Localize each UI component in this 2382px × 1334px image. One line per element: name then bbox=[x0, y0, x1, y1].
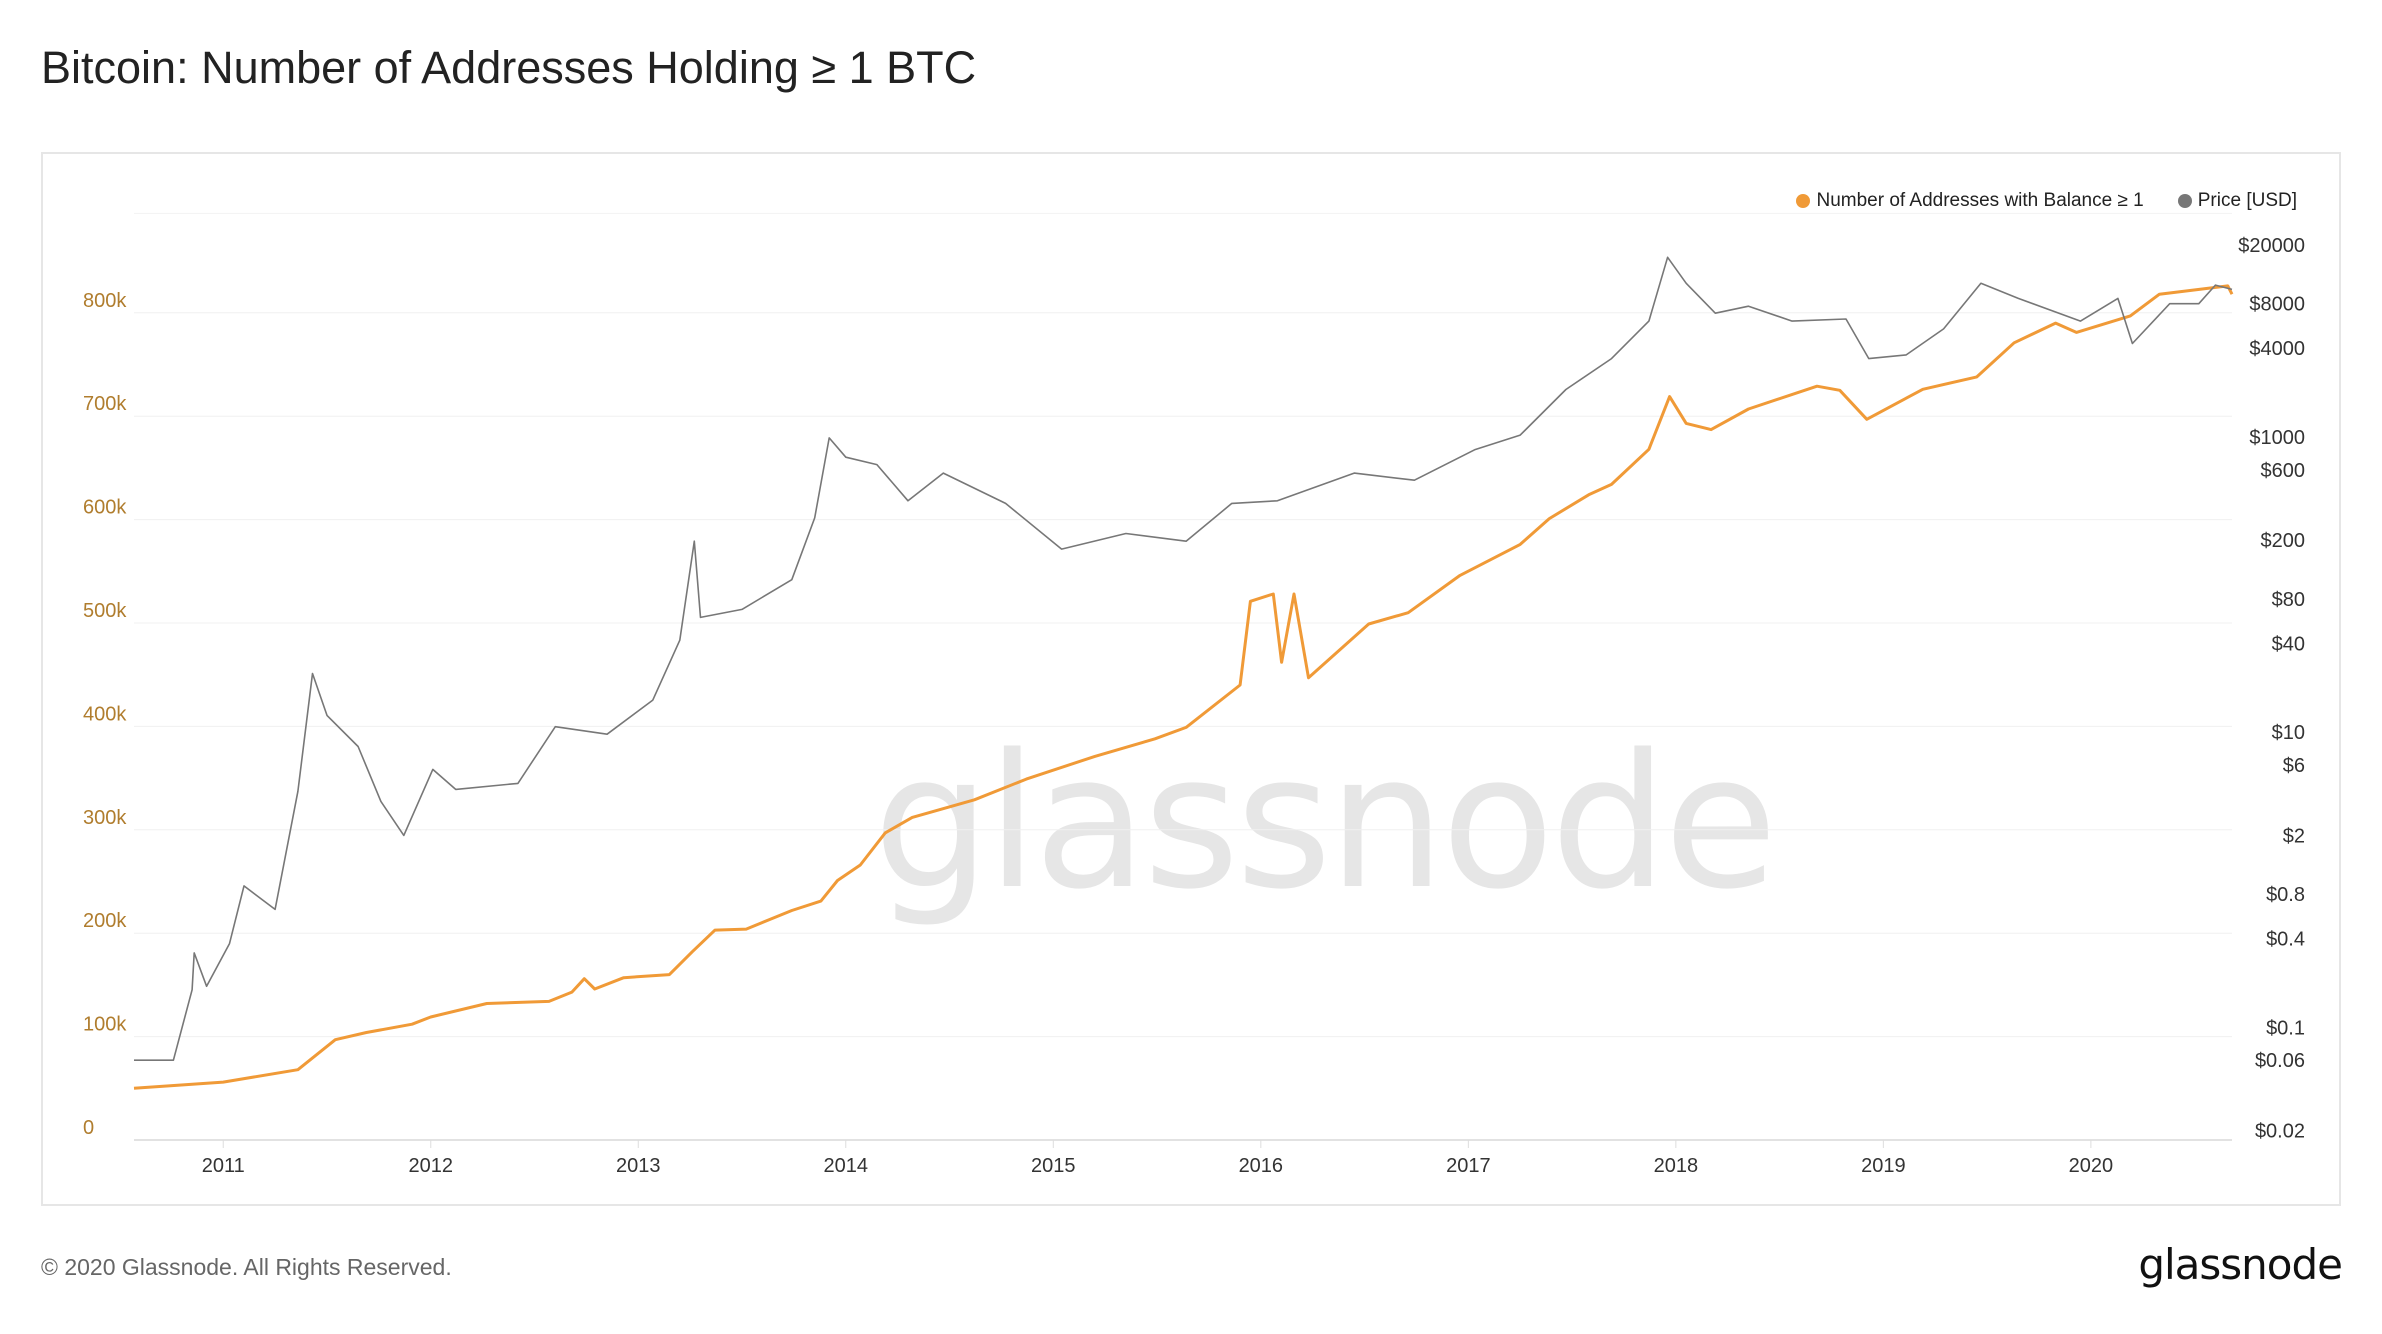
price-line bbox=[134, 256, 2233, 1062]
y-right-tick-label: $6 bbox=[2283, 755, 2305, 777]
x-tick-label: 2020 bbox=[2069, 1155, 2114, 1177]
y-axis-left: 0 100k 200k 300k 400k 500k 600k 700k 800k bbox=[83, 290, 127, 1139]
x-tick-label: 2017 bbox=[1446, 1155, 1491, 1177]
legend-item-addresses[interactable]: Number of Addresses with Balance ≥ 1 bbox=[1796, 190, 2144, 212]
legend-dot-icon bbox=[1796, 194, 1811, 208]
y-left-tick-label: 100k bbox=[83, 1014, 127, 1036]
x-axis: 2011 2012 2013 2014 2015 2016 2017 2018 2019 2020 bbox=[202, 1140, 2113, 1177]
y-right-tick-label: $0.02 bbox=[2255, 1121, 2305, 1143]
y-left-tick-label: 300k bbox=[83, 807, 127, 829]
x-tick-label: 2015 bbox=[1031, 1155, 1076, 1177]
legend-item-price[interactable]: Price [USD] bbox=[2177, 190, 2297, 212]
x-tick-label: 2011 bbox=[202, 1155, 245, 1177]
y-left-tick-label: 200k bbox=[83, 910, 127, 932]
page-title: Bitcoin: Number of Addresses Holding ≥ 1… bbox=[41, 42, 977, 93]
y-right-tick-label: $80 bbox=[2272, 589, 2305, 611]
y-right-tick-label: $10 bbox=[2272, 722, 2305, 744]
chart: 2011 2012 2013 2014 2015 2016 2017 2018 2019 2020… bbox=[83, 212, 2305, 1177]
y-right-tick-label: $0.4 bbox=[2266, 929, 2305, 951]
y-axis-right: $20000 $8000 $4000 $1000 $600 $200 $80 $40 $10 $6… bbox=[2238, 235, 2305, 1143]
y-right-tick-label: $20000 bbox=[2238, 235, 2305, 257]
x-tick-label: 2013 bbox=[616, 1155, 661, 1177]
gridlines bbox=[134, 212, 2232, 1141]
y-right-tick-label: $0.8 bbox=[2266, 884, 2305, 906]
y-left-tick-label: 800k bbox=[83, 290, 127, 312]
y-right-tick-label: $40 bbox=[2272, 633, 2305, 655]
y-left-tick-label: 400k bbox=[83, 703, 127, 725]
y-left-tick-label: 600k bbox=[83, 497, 127, 519]
y-left-tick-label: 700k bbox=[83, 393, 127, 415]
y-right-tick-label: $8000 bbox=[2249, 294, 2305, 316]
y-right-tick-label: $2 bbox=[2283, 825, 2305, 847]
x-tick-label: 2018 bbox=[1654, 1155, 1699, 1177]
legend-dot-icon bbox=[2177, 194, 2192, 208]
watermark: glassnode bbox=[873, 714, 1778, 930]
legend: Number of Addresses with Balance ≥ 1 Pri… bbox=[1796, 190, 2297, 212]
y-right-tick-label: $600 bbox=[2261, 460, 2306, 482]
series-lines bbox=[133, 256, 2234, 1090]
copyright: © 2020 Glassnode. All Rights Reserved. bbox=[41, 1254, 452, 1280]
y-right-tick-label: $0.06 bbox=[2255, 1050, 2305, 1072]
glassnode-logo: glassnode bbox=[2138, 1240, 2343, 1289]
x-tick-label: 2014 bbox=[824, 1155, 869, 1177]
y-left-tick-label: 0 bbox=[83, 1117, 94, 1139]
x-tick-label: 2019 bbox=[1861, 1155, 1906, 1177]
legend-label: Number of Addresses with Balance ≥ 1 bbox=[1816, 190, 2144, 211]
y-right-tick-label: $1000 bbox=[2249, 427, 2305, 449]
addresses-line bbox=[133, 284, 2234, 1090]
y-right-tick-label: $4000 bbox=[2249, 338, 2305, 360]
chart-panel: glassnode 2011 2012 2013 2014 2015 2016 2017 20… bbox=[41, 152, 2341, 1206]
y-right-tick-label: $0.1 bbox=[2266, 1017, 2305, 1039]
legend-label: Price [USD] bbox=[2197, 190, 2297, 211]
y-left-tick-label: 500k bbox=[83, 600, 127, 622]
x-tick-label: 2016 bbox=[1239, 1155, 1284, 1177]
y-right-tick-label: $200 bbox=[2261, 530, 2306, 552]
x-tick-label: 2012 bbox=[408, 1155, 453, 1177]
